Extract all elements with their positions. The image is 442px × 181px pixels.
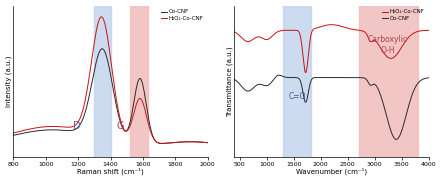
H₂O₂-Co-CNF	[199, 141, 205, 143]
Co-CNF	[159, 142, 164, 145]
H₂O₂-Co-CNF	[408, 35, 413, 37]
Co-CNF	[286, 76, 291, 79]
Legend: Co-CNF, H₂O₂-Co-CNF: Co-CNF, H₂O₂-Co-CNF	[160, 8, 205, 22]
Text: Carboxylic
O-H: Carboxylic O-H	[368, 35, 408, 55]
H₂O₂-Co-CNF	[99, 16, 104, 18]
Legend: H₂O₂-Co-CNF, Co-CNF: H₂O₂-Co-CNF, Co-CNF	[381, 8, 426, 22]
Text: G: G	[117, 121, 124, 131]
Co-CNF	[232, 78, 237, 81]
Co-CNF	[394, 138, 399, 140]
Line: Co-CNF: Co-CNF	[234, 75, 429, 139]
Co-CNF	[426, 77, 431, 79]
H₂O₂-Co-CNF	[329, 24, 334, 26]
H₂O₂-Co-CNF	[286, 29, 291, 31]
H₂O₂-Co-CNF	[232, 31, 237, 33]
Bar	[94, 6, 110, 157]
Co-CNF	[21, 132, 26, 134]
Co-CNF	[276, 74, 282, 76]
H₂O₂-Co-CNF	[164, 142, 169, 144]
Co-CNF	[426, 77, 431, 79]
Y-axis label: Transmittance (a.u.): Transmittance (a.u.)	[227, 46, 233, 117]
Co-CNF	[274, 75, 279, 78]
H₂O₂-Co-CNF	[105, 39, 110, 41]
H₂O₂-Co-CNF	[349, 28, 354, 30]
H₂O₂-Co-CNF	[160, 142, 165, 144]
H₂O₂-Co-CNF	[11, 132, 16, 134]
H₂O₂-Co-CNF	[426, 29, 431, 31]
H₂O₂-Co-CNF	[303, 71, 308, 74]
Bar	[130, 6, 148, 157]
Line: H₂O₂-Co-CNF: H₂O₂-Co-CNF	[13, 17, 208, 143]
Line: H₂O₂-Co-CNF: H₂O₂-Co-CNF	[234, 25, 429, 73]
Co-CNF	[100, 48, 106, 50]
H₂O₂-Co-CNF	[353, 29, 358, 31]
Co-CNF	[199, 141, 205, 143]
Text: C=O: C=O	[288, 92, 306, 101]
Co-CNF	[205, 142, 210, 144]
H₂O₂-Co-CNF	[199, 141, 205, 143]
Co-CNF	[353, 76, 358, 79]
H₂O₂-Co-CNF	[274, 32, 279, 34]
Co-CNF	[349, 76, 354, 79]
Line: Co-CNF: Co-CNF	[13, 49, 208, 144]
H₂O₂-Co-CNF	[100, 17, 106, 19]
Co-CNF	[199, 141, 205, 143]
Co-CNF	[164, 142, 169, 144]
H₂O₂-Co-CNF	[205, 142, 210, 144]
Co-CNF	[11, 134, 16, 136]
X-axis label: Raman shift (cm⁻¹): Raman shift (cm⁻¹)	[77, 168, 144, 175]
H₂O₂-Co-CNF	[426, 29, 431, 31]
X-axis label: Wavenumber (cm⁻¹): Wavenumber (cm⁻¹)	[296, 168, 367, 175]
Co-CNF	[105, 61, 110, 63]
H₂O₂-Co-CNF	[21, 129, 26, 132]
Text: D: D	[73, 121, 80, 131]
Co-CNF	[408, 99, 413, 101]
Y-axis label: Intensity (a.u.): Intensity (a.u.)	[6, 56, 12, 107]
Bar	[358, 6, 418, 157]
Bar	[283, 6, 311, 157]
Co-CNF	[99, 48, 105, 50]
